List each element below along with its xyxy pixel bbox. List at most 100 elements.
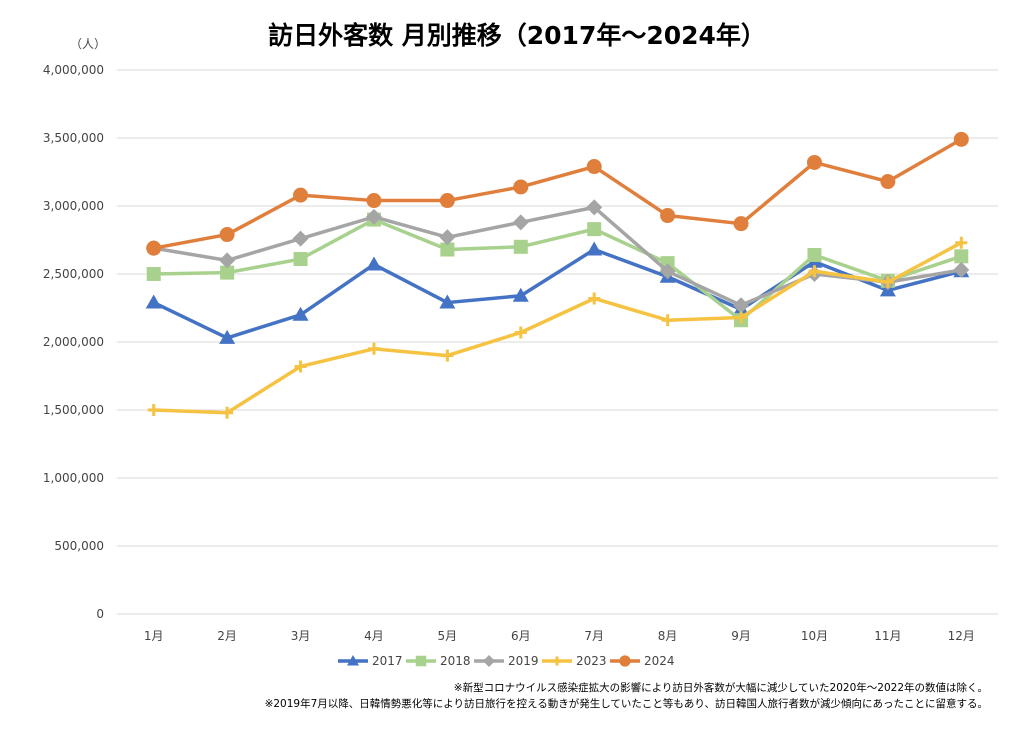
x-tick-label: 8月: [658, 629, 678, 643]
series-2024: [146, 131, 969, 256]
marker-triangle: [219, 329, 236, 344]
series-line: [153, 217, 962, 322]
marker-square: [513, 239, 528, 254]
marker-circle: [513, 179, 529, 195]
legend-item: 2019: [474, 654, 539, 668]
marker-square: [415, 655, 427, 667]
marker-triangle: [292, 306, 309, 321]
marker-square: [587, 222, 602, 237]
marker-circle: [953, 131, 969, 147]
series-2018: [146, 212, 969, 328]
x-tick-label: 2月: [217, 629, 237, 643]
marker-plus: [441, 349, 454, 362]
marker-circle: [619, 655, 631, 667]
marker-triangle: [347, 655, 359, 666]
y-tick-label: 3,000,000: [43, 199, 104, 213]
marker-circle: [219, 227, 235, 243]
marker-square: [807, 247, 822, 262]
marker-diamond: [439, 229, 456, 246]
series-line: [153, 241, 963, 415]
y-tick-label: 2,500,000: [43, 267, 104, 281]
marker-diamond: [365, 208, 382, 225]
marker-triangle: [145, 294, 162, 309]
legend-item: 2018: [406, 654, 471, 668]
chart-title: 訪日外客数 月別推移（2017年～2024年）: [268, 21, 766, 50]
legend-label: 2017: [372, 654, 403, 668]
marker-circle: [293, 187, 309, 203]
marker-diamond: [219, 252, 236, 269]
marker-plus: [661, 314, 674, 327]
footnote-2: ※2019年7月以降、日韓情勢悪化等により訪日旅行を控える動きが発生していたこと…: [264, 698, 988, 710]
marker-triangle: [439, 294, 456, 309]
marker-square: [293, 252, 308, 267]
y-tick-label: 1,000,000: [43, 471, 104, 485]
x-tick-label: 6月: [511, 629, 531, 643]
marker-diamond: [953, 261, 970, 278]
y-tick-label: 4,000,000: [43, 63, 104, 77]
marker-circle: [439, 193, 455, 209]
marker-plus: [955, 236, 968, 249]
y-tick-label: 500,000: [54, 539, 104, 553]
x-tick-label: 9月: [731, 629, 751, 643]
marker-triangle: [586, 241, 603, 256]
marker-plus: [294, 360, 307, 373]
y-tick-label: 3,500,000: [43, 131, 104, 145]
marker-plus: [221, 406, 234, 419]
legend-label: 2018: [440, 654, 471, 668]
series-2023: [147, 236, 968, 419]
marker-diamond: [512, 214, 529, 231]
x-tick-label: 7月: [584, 629, 604, 643]
marker-plus: [588, 292, 601, 305]
legend-label: 2024: [644, 654, 675, 668]
marker-plus: [147, 404, 160, 416]
x-tick-label: 11月: [874, 629, 901, 643]
marker-square: [146, 267, 161, 281]
marker-plus: [735, 311, 748, 324]
marker-diamond: [292, 230, 309, 247]
marker-diamond: [483, 655, 495, 667]
marker-triangle: [512, 287, 529, 302]
marker-plus: [514, 326, 527, 339]
series-line: [152, 247, 962, 340]
series-2019: [145, 199, 970, 314]
marker-plus: [881, 276, 894, 289]
marker-circle: [733, 216, 749, 232]
marker-circle: [660, 208, 676, 224]
y-tick-label: 2,000,000: [43, 335, 104, 349]
series-line: [153, 137, 963, 250]
marker-plus: [367, 342, 380, 355]
marker-plus: [552, 656, 562, 666]
marker-circle: [146, 240, 162, 256]
x-tick-label: 10月: [801, 629, 828, 643]
marker-circle: [366, 193, 382, 209]
footnote-1: ※新型コロナウイルス感染症拡大の影響により訪日外客数が大幅に減少していた2020…: [453, 682, 988, 694]
legend-item: 2024: [610, 654, 675, 668]
legend-item: 2017: [338, 654, 403, 668]
marker-circle: [586, 159, 602, 175]
x-tick-label: 12月: [948, 629, 975, 643]
marker-circle: [806, 154, 822, 170]
x-tick-label: 5月: [438, 629, 458, 643]
marker-square: [954, 249, 969, 264]
series-2017: [145, 241, 970, 344]
marker-square: [440, 242, 455, 257]
marker-circle: [880, 174, 896, 190]
legend-label: 2023: [576, 654, 607, 668]
x-tick-label: 3月: [291, 629, 311, 643]
x-tick-label: 4月: [364, 629, 384, 643]
x-tick-label: 1月: [144, 629, 164, 643]
y-tick-label: 0: [96, 607, 104, 621]
marker-triangle: [365, 256, 382, 271]
y-tick-label: 1,500,000: [43, 403, 104, 417]
marker-square: [220, 265, 235, 280]
series-line: [153, 205, 962, 308]
legend-label: 2019: [508, 654, 539, 668]
marker-diamond: [733, 297, 750, 314]
marker-diamond: [586, 199, 603, 216]
y-unit-label: （人）: [70, 37, 106, 51]
marker-diamond: [659, 263, 676, 280]
marker-plus: [808, 265, 821, 278]
legend-item: 2023: [542, 654, 607, 668]
